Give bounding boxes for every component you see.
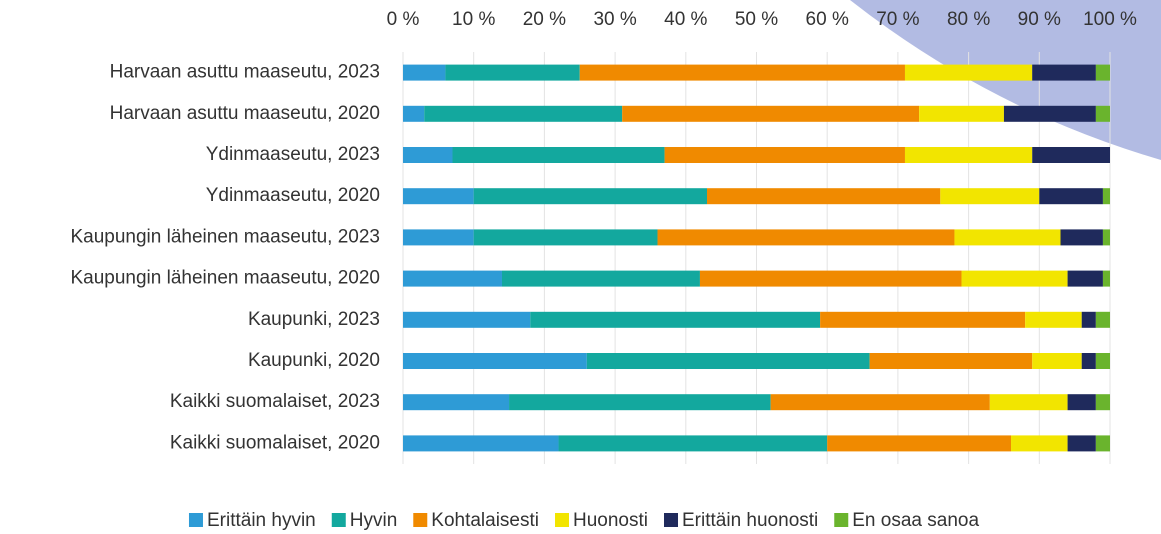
y-tick-label: Kaupungin läheinen maaseutu, 2020 xyxy=(70,268,380,289)
bar-segment xyxy=(445,64,580,81)
x-tick-label: 0 % xyxy=(387,9,420,30)
bar-segment xyxy=(586,353,870,369)
legend-swatch xyxy=(555,513,570,527)
bar-segment xyxy=(940,188,1040,205)
bar-segment xyxy=(827,435,1012,452)
y-tick-label: Kaupunki, 2023 xyxy=(248,309,380,330)
bar-segment xyxy=(1067,270,1103,287)
bar-segment xyxy=(664,147,905,163)
x-tick-label: 70 % xyxy=(876,9,919,30)
legend-label: Huonosti xyxy=(573,510,648,531)
x-tick-label: 60 % xyxy=(806,9,849,30)
bar-segment xyxy=(403,353,587,369)
legend-swatch xyxy=(188,513,203,527)
bar-segment xyxy=(1025,311,1082,328)
bar-segment xyxy=(904,64,1033,81)
bar-segment xyxy=(530,311,821,328)
bar-segment xyxy=(622,105,920,122)
bar-segment xyxy=(1102,270,1110,287)
x-tick-label: 30 % xyxy=(593,9,636,30)
bar-segment xyxy=(1067,435,1096,452)
y-tick-label: Ydinmaaseutu, 2020 xyxy=(206,185,380,206)
bar-segment xyxy=(403,270,502,287)
bar-segment xyxy=(770,394,990,411)
legend-label: Kohtalaisesti xyxy=(431,510,539,531)
y-tick-label: Harvaan asuttu maaseutu, 2023 xyxy=(110,62,380,83)
bar-segment xyxy=(579,64,905,81)
bar-segment xyxy=(954,229,1061,246)
bar-segment xyxy=(403,229,474,246)
bar-segment xyxy=(657,229,955,246)
bar-segment xyxy=(403,394,510,411)
bar-segment xyxy=(473,229,658,246)
bar-segment xyxy=(1032,147,1110,163)
x-tick-label: 20 % xyxy=(523,9,566,30)
bar-segment xyxy=(1032,64,1096,81)
bar-segment xyxy=(473,188,708,205)
bar-segment xyxy=(1095,311,1110,328)
bar-segment xyxy=(509,394,771,411)
bar-segment xyxy=(501,270,700,287)
legend-swatch xyxy=(664,513,679,527)
bar-segment xyxy=(699,270,962,287)
legend-swatch xyxy=(413,513,428,527)
bar-segment xyxy=(904,147,1033,163)
bar-segment xyxy=(1095,64,1110,81)
legend: Erittäin hyvin Hyvin Kohtalaisesti Huonosti… xyxy=(188,510,979,531)
legend-label: Erittäin huonosti xyxy=(682,510,818,531)
bar-segment xyxy=(452,147,665,163)
bar-segment xyxy=(1102,229,1110,246)
legend-label: Erittäin hyvin xyxy=(207,510,316,531)
y-tick-label: Kaupunki, 2020 xyxy=(248,350,380,371)
bar-segment xyxy=(403,435,559,452)
y-tick-label: Harvaan asuttu maaseutu, 2020 xyxy=(110,103,380,124)
bar-segment xyxy=(707,188,941,205)
x-tick-label: 90 % xyxy=(1018,9,1061,30)
bar-segment xyxy=(1081,353,1096,369)
bar-segment xyxy=(1095,394,1110,411)
bar-segment xyxy=(1102,188,1110,205)
y-tick-label: Ydinmaaseutu, 2023 xyxy=(206,144,380,165)
bar-segment xyxy=(820,311,1026,328)
bar-segment xyxy=(1039,188,1103,205)
bar-segment xyxy=(1095,435,1110,452)
y-tick-label: Kaupungin läheinen maaseutu, 2023 xyxy=(70,226,380,247)
bar-segment xyxy=(1060,229,1103,246)
y-tick-label: Kaikki suomalaiset, 2020 xyxy=(170,432,380,453)
y-tick-label: Kaikki suomalaiset, 2023 xyxy=(170,391,380,412)
bar-segment xyxy=(1095,353,1110,369)
bar-segment xyxy=(403,105,425,122)
bar-segment xyxy=(989,394,1068,411)
bar-segment xyxy=(403,311,531,328)
x-tick-label: 40 % xyxy=(664,9,707,30)
bar-segment xyxy=(424,105,623,122)
bar-segment xyxy=(961,270,1068,287)
bar-segment xyxy=(1081,311,1096,328)
bar-segment xyxy=(869,353,1033,369)
bar-segment xyxy=(558,435,828,452)
bar-segment xyxy=(1032,353,1082,369)
bar-segment xyxy=(1067,394,1096,411)
bar-segment xyxy=(919,105,1004,122)
bar-segment xyxy=(1011,435,1068,452)
x-tick-label: 10 % xyxy=(452,9,495,30)
legend-label: Hyvin xyxy=(350,510,398,531)
legend-swatch xyxy=(331,513,346,527)
legend-label: En osaa sanoa xyxy=(852,510,979,531)
bar-segment xyxy=(403,188,474,205)
bar-segment xyxy=(1003,105,1096,122)
bar-segment xyxy=(1095,105,1110,122)
bar-segment xyxy=(403,64,446,81)
x-tick-label: 80 % xyxy=(947,9,990,30)
x-tick-label: 100 % xyxy=(1083,9,1137,30)
bar-segment xyxy=(403,147,453,163)
legend-swatch xyxy=(834,513,849,527)
x-tick-label: 50 % xyxy=(735,9,778,30)
